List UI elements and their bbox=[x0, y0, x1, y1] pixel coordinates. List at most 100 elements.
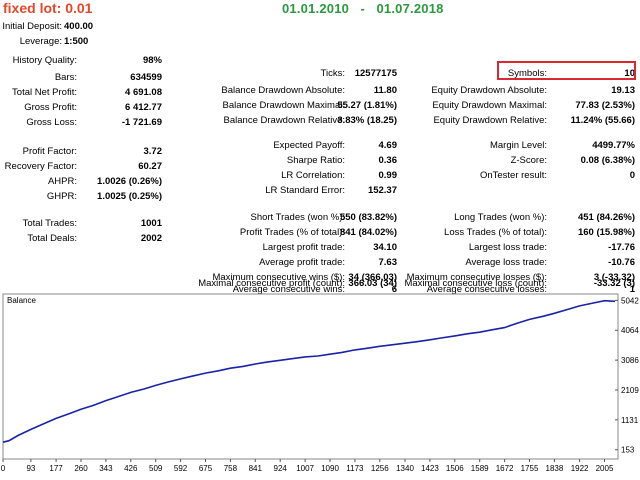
y-tick-label: 3086 bbox=[621, 356, 639, 365]
x-tick-label: 592 bbox=[174, 464, 188, 473]
col2-stat-4-value: 4.69 bbox=[378, 140, 398, 151]
col1-stat-3-value: 6 412.77 bbox=[125, 102, 162, 113]
col3-stat-11-label: Maximum consecutive losses ($): bbox=[406, 272, 547, 283]
col2-stat-8-label: Short Trades (won %): bbox=[250, 212, 345, 223]
date-to: 01.07.2018 bbox=[376, 1, 444, 16]
col2-stat-11-label: Average profit trade: bbox=[259, 257, 345, 268]
top-stat-1-value: 1:500 bbox=[64, 36, 89, 47]
x-tick-label: 1755 bbox=[521, 464, 539, 473]
col3-stat-1-value: 19.13 bbox=[611, 85, 635, 96]
col3-stat-12-label: Maximal consecutive loss (count): bbox=[404, 277, 547, 289]
x-tick-label: 675 bbox=[199, 464, 213, 473]
col1-stat-5-value: 3.72 bbox=[143, 146, 163, 157]
y-tick-label: 1131 bbox=[621, 416, 639, 425]
col2-stat-10-label: Largest profit trade: bbox=[262, 242, 345, 253]
x-tick-label: 1256 bbox=[371, 464, 389, 473]
x-tick-label: 841 bbox=[249, 464, 263, 473]
col3-stat-5-value: 0.08 (6.38%) bbox=[580, 155, 635, 166]
col2-stat-1-label: Balance Drawdown Absolute: bbox=[221, 85, 345, 96]
col3-stat-9-value: -17.76 bbox=[608, 242, 635, 253]
date-from: 01.01.2010 bbox=[282, 1, 350, 16]
col1-stat-1-value: 634599 bbox=[130, 72, 162, 83]
col1-stat-1-label: Bars: bbox=[54, 72, 77, 83]
col1-stat-9-label: Total Trades: bbox=[22, 218, 77, 229]
col3-stat-6-label: OnTester result: bbox=[479, 170, 547, 181]
col3-stat-12-value: -33.32 (3) bbox=[593, 277, 635, 289]
col3-stat-4-value: 4499.77% bbox=[592, 140, 635, 151]
date-range: 01.01.2010 - 01.07.2018 bbox=[282, 1, 444, 16]
y-tick-label: 153 bbox=[621, 446, 635, 455]
col3-stat-2-value: 77.83 (2.53%) bbox=[575, 100, 635, 111]
x-tick-label: 1007 bbox=[296, 464, 314, 473]
fixed-lot-title: fixed lot: 0.01 bbox=[3, 0, 93, 16]
col1-stat-6-label: Recovery Factor: bbox=[4, 161, 77, 172]
col3-stat-7-label: Long Trades (won %): bbox=[454, 212, 547, 223]
col2-stat-2-label: Balance Drawdown Maximal: bbox=[222, 100, 346, 111]
col2-stat-6-value: 0.99 bbox=[378, 170, 398, 181]
col1-stat-2-label: Total Net Profit: bbox=[12, 87, 77, 98]
col2-stat-10-value: 34.10 bbox=[373, 242, 397, 253]
symbols-highlight-box bbox=[497, 61, 636, 80]
col2-stat-12-value: 34 (366.03) bbox=[348, 272, 397, 283]
col3-stat-10-value: -10.76 bbox=[608, 257, 635, 268]
col1-stat-4-label: Gross Loss: bbox=[26, 117, 77, 128]
col2-stat-3-value: 3.83% (18.25) bbox=[337, 115, 397, 126]
col2-stat-5-label: Sharpe Ratio: bbox=[286, 155, 345, 166]
col1-stat-3-label: Gross Profit: bbox=[24, 102, 77, 113]
col1-stat-6-value: 60.27 bbox=[138, 161, 162, 172]
col2-stat-7-value: 152.37 bbox=[367, 185, 397, 196]
top-stat-0-label: Initial Deposit: bbox=[2, 21, 62, 32]
y-tick-label: 4064 bbox=[621, 326, 639, 335]
col1-stat-7-value: 1.0026 (0.26%) bbox=[97, 176, 162, 187]
x-tick-label: 0 bbox=[1, 464, 6, 473]
col1-stat-2-value: 4 691.08 bbox=[125, 87, 162, 98]
col2-stat-8-value: 550 (83.82%) bbox=[339, 212, 397, 223]
top-stat-1-label: Leverage: bbox=[19, 36, 62, 47]
col2-stat-6-label: LR Correlation: bbox=[281, 170, 345, 181]
col3-stat-4-label: Margin Level: bbox=[489, 140, 547, 151]
col3-stat-6-value: 0 bbox=[629, 170, 635, 181]
y-tick-label: 5042 bbox=[621, 296, 639, 305]
col2-stat-9-value: 841 (84.02%) bbox=[339, 227, 397, 238]
balance-chart: Balance 5042 4064 3086 2109 1131 153 0 93 177 260 3… bbox=[1, 293, 639, 473]
col2-stat-14-value: 6 bbox=[391, 284, 397, 296]
x-tick-label: 1173 bbox=[346, 464, 364, 473]
col3-stat-13-label: Average consecutive losses: bbox=[426, 284, 547, 296]
col2-stat-3-label: Balance Drawdown Relative: bbox=[223, 115, 345, 126]
top-stat-0-value: 400.00 bbox=[64, 21, 94, 32]
col3-stat-2-label: Equity Drawdown Maximal: bbox=[432, 100, 547, 111]
col2-stat-13-value: 366.03 (34) bbox=[348, 277, 397, 289]
col1-stat-10-label: Total Deals: bbox=[27, 233, 77, 244]
col2-stat-13-label: Maximal consecutive profit (count): bbox=[198, 277, 345, 289]
x-tick-label: 1922 bbox=[571, 464, 589, 473]
col2-stat-1-value: 11.80 bbox=[373, 85, 397, 96]
col1-stat-0-label: History Quality: bbox=[12, 55, 77, 66]
col3-stat-0-label: Symbols: bbox=[507, 68, 547, 79]
col2-stat-11-value: 7.63 bbox=[378, 257, 398, 268]
col1-stat-10-value: 2002 bbox=[140, 233, 162, 244]
col3-stat-7-value: 451 (84.26%) bbox=[577, 212, 635, 223]
x-tick-label: 426 bbox=[124, 464, 138, 473]
col2-stat-9-label: Profit Trades (% of total): bbox=[239, 227, 345, 238]
col1-stat-5-label: Profit Factor: bbox=[22, 146, 77, 157]
col3-stat-3-label: Equity Drawdown Relative: bbox=[433, 115, 547, 126]
x-tick-label: 93 bbox=[26, 464, 35, 473]
col2-stat-2-value: 55.27 (1.81%) bbox=[337, 100, 397, 111]
col1-stat-9-value: 1001 bbox=[140, 218, 162, 229]
x-tick-label: 1672 bbox=[496, 464, 514, 473]
x-tick-label: 260 bbox=[74, 464, 88, 473]
col2-stat-0-label: Ticks: bbox=[320, 68, 345, 79]
col2-stat-5-value: 0.36 bbox=[378, 155, 398, 166]
x-tick-label: 343 bbox=[99, 464, 113, 473]
date-separator: - bbox=[360, 1, 366, 16]
x-tick-label: 1589 bbox=[471, 464, 489, 473]
col2-stat-12-label: Maximum consecutive wins ($): bbox=[212, 272, 345, 283]
col3-stat-0-value: 10 bbox=[624, 68, 635, 79]
col2-stat-4-label: Expected Payoff: bbox=[273, 140, 345, 151]
balance-series-line bbox=[2, 299, 616, 443]
x-tick-label: 177 bbox=[49, 464, 63, 473]
y-tick-label: 2109 bbox=[621, 386, 639, 395]
chart-plot-area bbox=[2, 293, 619, 460]
col1-stat-8-value: 1.0025 (0.25%) bbox=[97, 191, 162, 202]
col3-stat-11-value: 3 (-33.32) bbox=[593, 272, 635, 283]
